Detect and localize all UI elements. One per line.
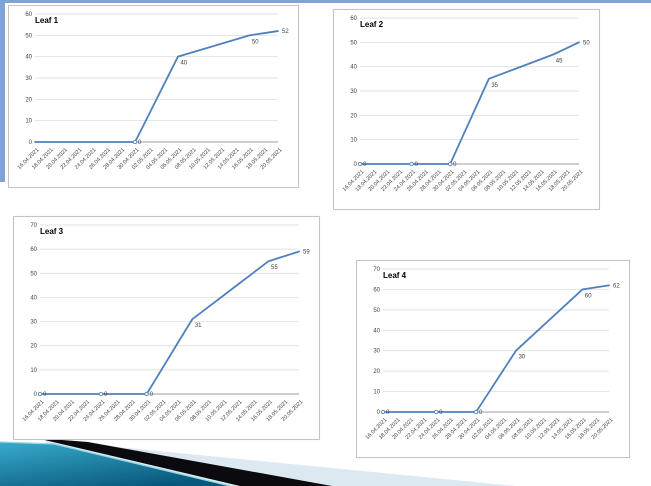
data-point-label: 55 bbox=[271, 265, 278, 271]
y-tick-label: 10 bbox=[30, 368, 37, 374]
data-series-line bbox=[359, 41, 580, 165]
chart-title-leaf-1: Leaf 1 bbox=[35, 16, 59, 25]
y-tick-label: 30 bbox=[373, 349, 380, 355]
y-tick-label: 0 bbox=[29, 140, 33, 146]
chart-leaf-4[interactable]: 0 10 20 30 40 50 60 70 16.04.2021 18.04.2021 20.04… bbox=[356, 260, 630, 458]
chart-leaf-3[interactable]: 0 10 20 30 40 50 60 70 16.04.2021 18.04.2021 20.04… bbox=[13, 216, 320, 440]
data-point-marker bbox=[473, 409, 479, 415]
data-point-label: 60 bbox=[585, 293, 592, 299]
decoration-teal-edge-highlight bbox=[0, 441, 231, 486]
y-tick-label: 10 bbox=[25, 119, 32, 125]
y-tick-label: 0 bbox=[354, 162, 358, 168]
line-chart-svg-leaf-2: 010203040506016.04.202118.04.202120.04.2… bbox=[342, 16, 591, 193]
y-tick-label: 30 bbox=[30, 320, 37, 326]
data-point-label: 0 bbox=[453, 162, 457, 168]
y-tick-label: 10 bbox=[350, 138, 357, 144]
y-tick-label: 20 bbox=[350, 113, 357, 119]
y-tick-label: 0 bbox=[377, 410, 381, 416]
data-series-line bbox=[382, 284, 610, 413]
decoration-teal-arrow bbox=[0, 442, 230, 486]
chart-title-leaf-4: Leaf 4 bbox=[383, 271, 407, 280]
y-tick-label: 10 bbox=[373, 390, 380, 396]
y-tick-label: 60 bbox=[25, 12, 32, 18]
y-tick-label: 40 bbox=[25, 55, 32, 61]
y-tick-label: 30 bbox=[25, 76, 32, 82]
data-series-line bbox=[34, 30, 279, 143]
data-point-marker bbox=[409, 161, 414, 167]
chart-title-leaf-2: Leaf 2 bbox=[360, 20, 384, 29]
data-point-label: 40 bbox=[180, 61, 187, 67]
data-point-label: 50 bbox=[252, 39, 259, 45]
data-point-label: 35 bbox=[491, 83, 498, 89]
data-point-label: 0 bbox=[104, 392, 108, 398]
y-tick-label: 70 bbox=[30, 223, 37, 229]
line-chart-svg-leaf-4: 01020304050607016.04.202118.04.202120.04… bbox=[365, 267, 621, 441]
data-point-label: 0 bbox=[386, 410, 390, 416]
y-tick-label: 60 bbox=[350, 16, 357, 22]
data-point-label: 50 bbox=[583, 40, 590, 46]
chart-leaf-1[interactable]: 0 10 20 30 40 50 60 16.04.2021 18.04.2021 20.04.2… bbox=[8, 5, 299, 188]
data-point-label: 0 bbox=[138, 140, 142, 146]
y-tick-label: 60 bbox=[30, 247, 37, 253]
data-point-label: 0 bbox=[439, 410, 443, 416]
y-tick-label: 70 bbox=[373, 267, 380, 273]
data-point-label: 0 bbox=[415, 162, 419, 168]
data-point-label: 30 bbox=[518, 355, 525, 361]
y-tick-label: 40 bbox=[373, 328, 380, 334]
data-point-marker bbox=[144, 391, 149, 397]
y-tick-label: 20 bbox=[25, 97, 32, 103]
y-tick-label: 50 bbox=[350, 40, 357, 46]
y-tick-label: 50 bbox=[373, 308, 380, 314]
data-point-marker bbox=[37, 391, 43, 397]
data-point-marker bbox=[380, 409, 386, 415]
y-tick-label: 0 bbox=[34, 392, 38, 398]
y-tick-label: 50 bbox=[25, 33, 32, 39]
data-point-label: 0 bbox=[363, 162, 367, 168]
data-point-label: 0 bbox=[479, 410, 483, 416]
line-chart-svg-leaf-1: 010203040506016.04.202118.04.202120.04.2… bbox=[17, 12, 290, 171]
data-point-marker bbox=[357, 161, 363, 167]
data-point-label: 0 bbox=[150, 392, 154, 398]
slide-top-border bbox=[0, 0, 651, 3]
y-tick-label: 50 bbox=[30, 271, 37, 277]
y-tick-label: 20 bbox=[30, 344, 37, 350]
data-point-label: 45 bbox=[556, 59, 563, 65]
data-point-marker bbox=[132, 139, 138, 145]
data-point-label: 52 bbox=[282, 29, 289, 35]
y-tick-label: 30 bbox=[350, 89, 357, 95]
decoration-black-stripe bbox=[36, 438, 332, 486]
y-tick-label: 20 bbox=[373, 369, 380, 375]
slide-left-border bbox=[0, 0, 5, 182]
data-point-label: 62 bbox=[613, 283, 620, 289]
data-point-label: 0 bbox=[43, 392, 47, 398]
data-series-line bbox=[39, 250, 300, 395]
data-point-label: 31 bbox=[195, 323, 202, 329]
y-tick-label: 60 bbox=[373, 287, 380, 293]
data-point-label: 59 bbox=[303, 250, 310, 256]
line-chart-svg-leaf-3: 01020304050607016.04.202118.04.202120.04… bbox=[22, 223, 311, 423]
y-tick-label: 40 bbox=[350, 65, 357, 71]
chart-title-leaf-3: Leaf 3 bbox=[40, 227, 64, 236]
data-point-marker bbox=[98, 391, 104, 397]
chart-leaf-2[interactable]: 0 10 20 30 40 50 60 16.04.2021 18.04.2021 20.04.2… bbox=[333, 9, 600, 210]
data-point-marker bbox=[434, 409, 439, 415]
y-tick-label: 40 bbox=[30, 295, 37, 301]
data-point-marker bbox=[448, 161, 453, 167]
